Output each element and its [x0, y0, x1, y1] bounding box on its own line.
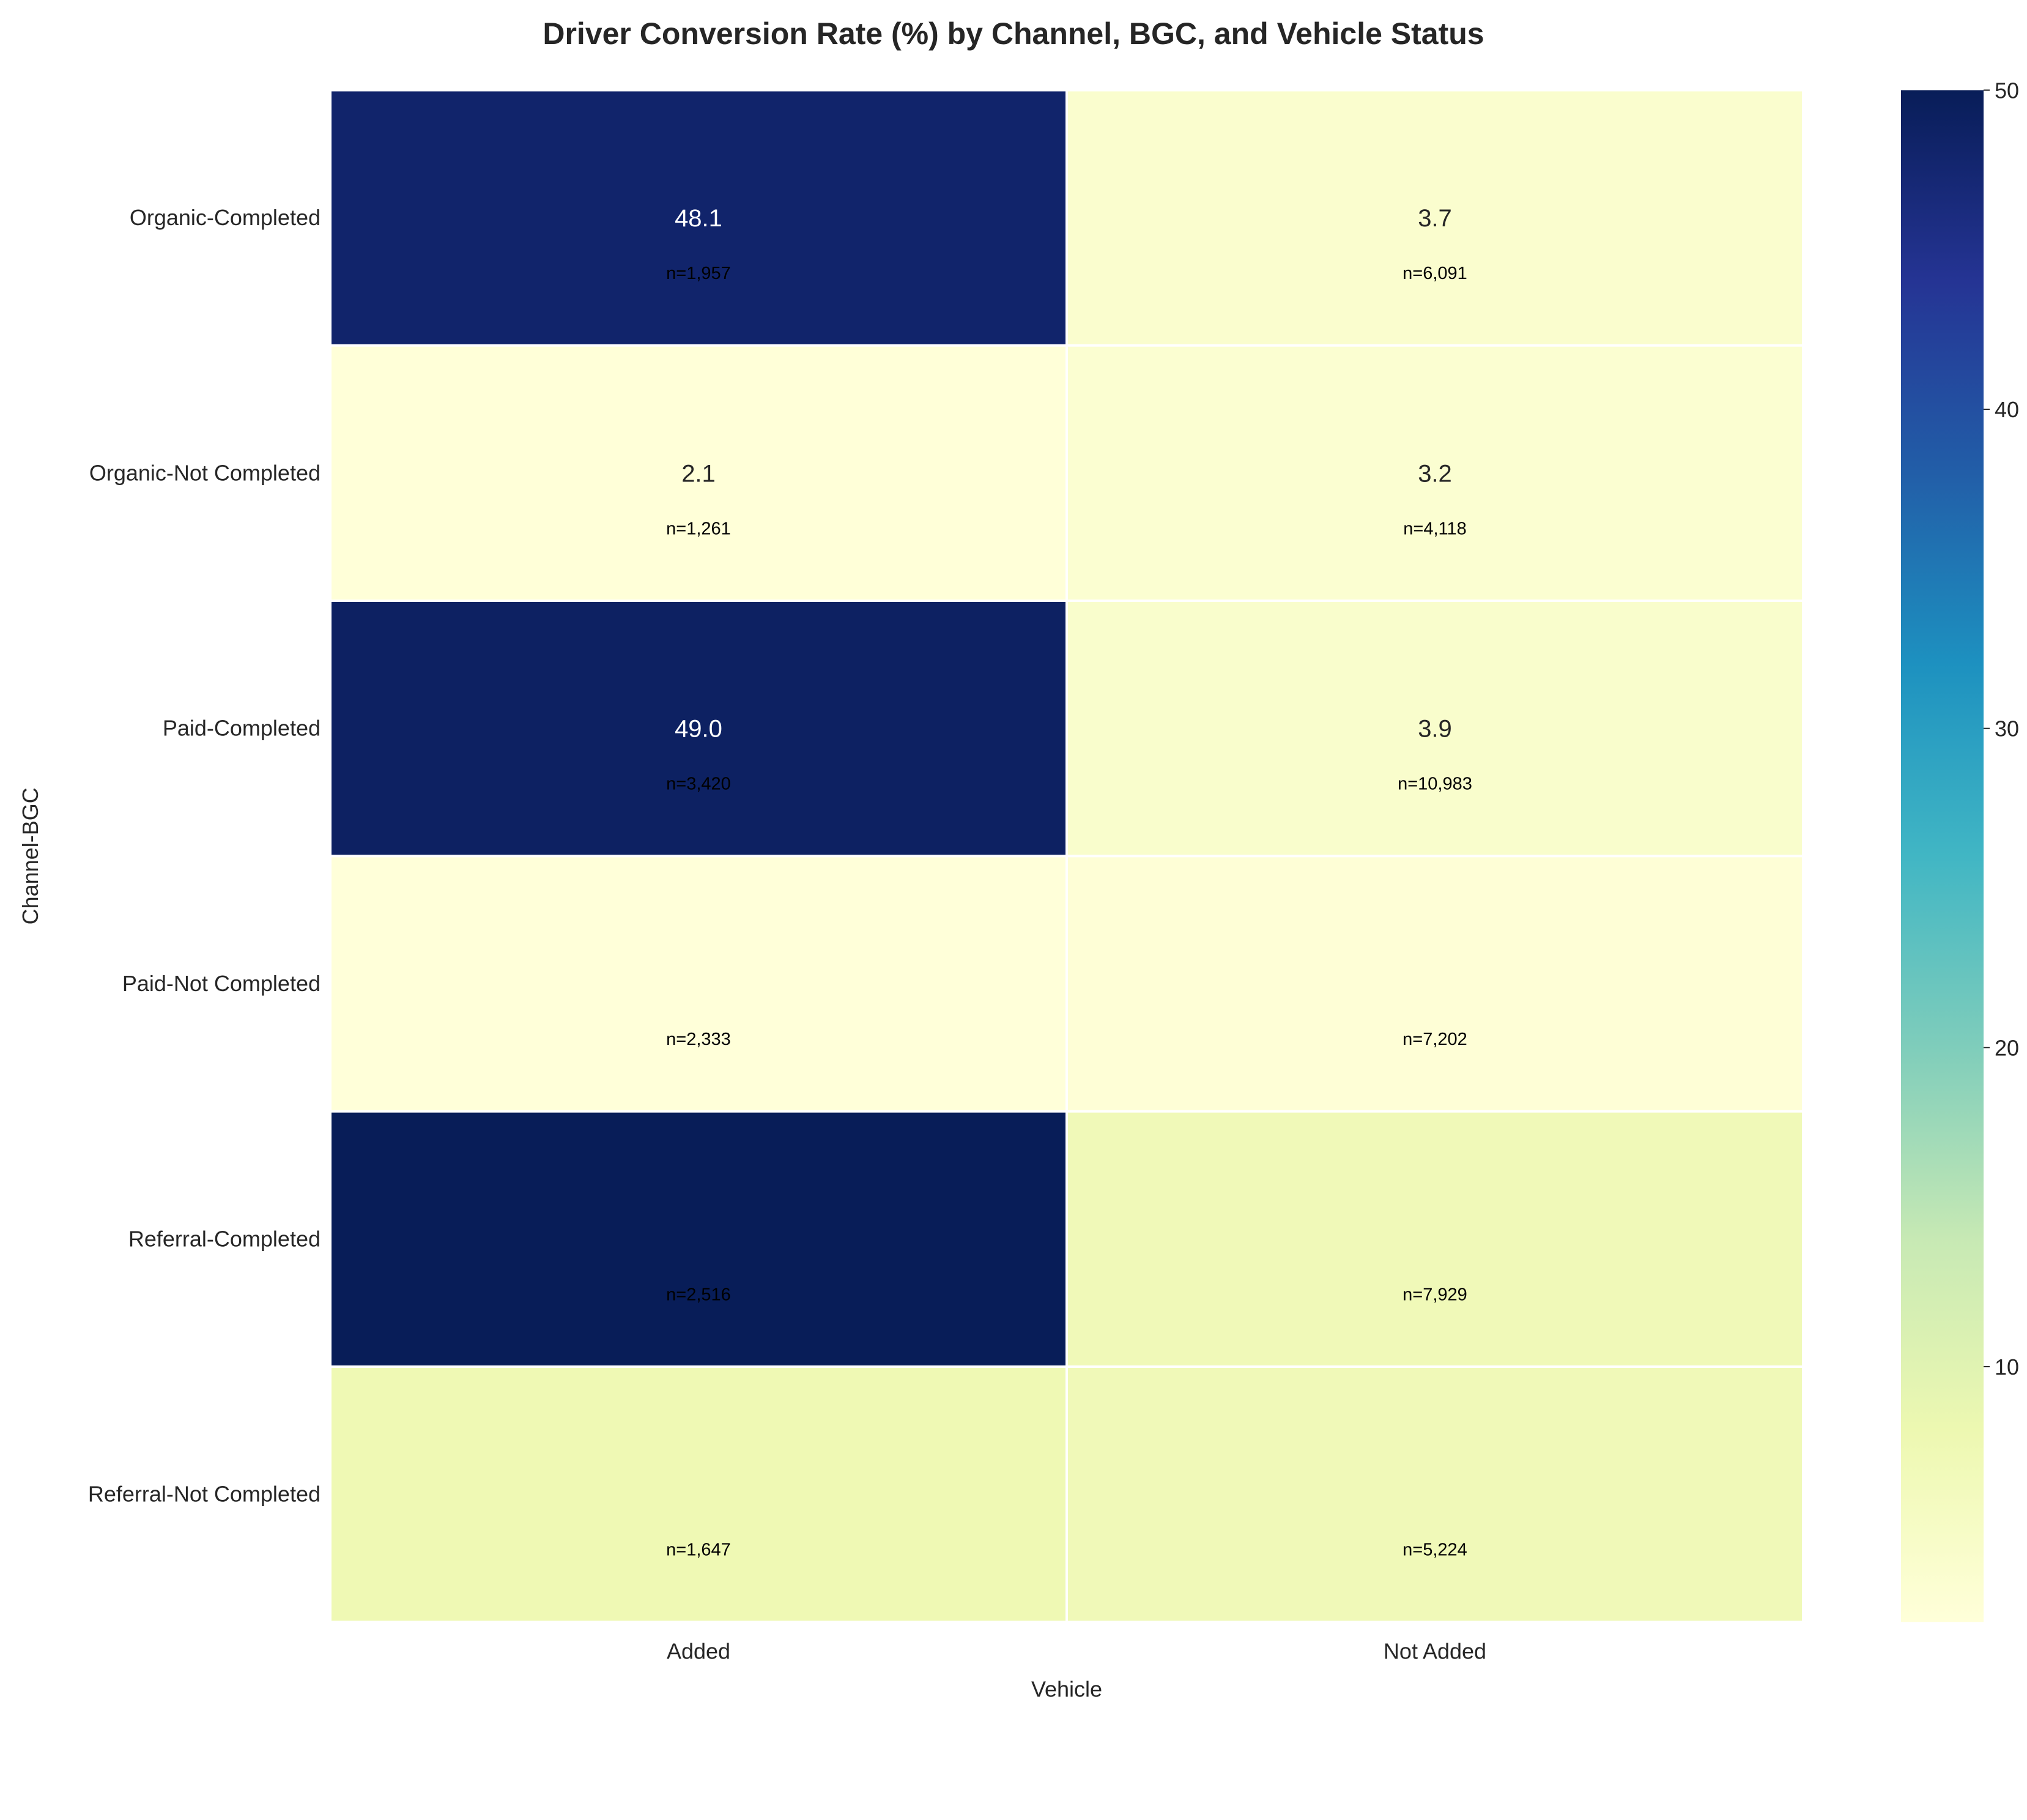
cell-count-label: n=2,516 [666, 1285, 731, 1304]
heatmap-cell [329, 344, 1068, 603]
y-axis-label: Channel-BGC [18, 787, 43, 924]
heatmap-cell [329, 855, 1068, 1113]
cell-count-label: n=6,091 [1403, 264, 1467, 283]
y-tick-label: Paid-Not Completed [122, 971, 321, 996]
x-tick-label: Added [667, 1638, 730, 1663]
heatmap-cells: 48.1 n=1,957 3.7 n=6,091 2.1 n=1,261 3.2 n=4,11… [329, 89, 1804, 1624]
y-tick-label: Organic-Not Completed [89, 460, 321, 485]
y-tick-label: Referral-Not Completed [88, 1482, 321, 1507]
cell-count-label: n=1,261 [666, 519, 731, 538]
heatmap-cell [329, 600, 1068, 858]
cell-count-label: n=3,420 [666, 774, 731, 794]
cell-count-label: n=1,647 [666, 1540, 731, 1560]
cell-count-label: n=1,957 [666, 264, 731, 283]
y-tick-label: Paid-Completed [163, 716, 321, 741]
y-tick-label: Organic-Completed [130, 205, 321, 230]
x-tick-label: Not Added [1384, 1638, 1486, 1663]
cell-count-label: n=7,929 [1403, 1285, 1467, 1304]
cell-count-label: n=2,333 [666, 1030, 731, 1049]
heatmap-cell [1065, 1110, 1804, 1368]
x-axis-label: Vehicle [1031, 1676, 1102, 1701]
heatmap-cell [329, 89, 1068, 347]
y-tick-labels: Organic-Completed Organic-Not Completed Pa… [88, 205, 321, 1507]
colorbar-tick-label: 10 [1995, 1354, 2019, 1380]
colorbar-tick-label: 30 [1995, 716, 2019, 741]
cell-value-label: 3.9 [1418, 716, 1452, 743]
colorbar: 10 20 30 40 50 [1901, 78, 2019, 1622]
y-tick-label: Referral-Completed [128, 1226, 321, 1251]
chart-title: Driver Conversion Rate (%) by Channel, B… [543, 17, 1484, 51]
heatmap-cell [1065, 89, 1804, 347]
heatmap-cell [1065, 344, 1804, 603]
cell-value-label: 49.0 [675, 716, 722, 743]
cell-value-label: 3.2 [1418, 460, 1452, 487]
colorbar-tick-label: 40 [1995, 397, 2019, 422]
heatmap-cell [329, 1110, 1068, 1368]
cell-count-label: n=10,983 [1398, 774, 1472, 794]
heatmap-cell [329, 1365, 1068, 1624]
x-tick-labels: Added Not Added [667, 1638, 1486, 1663]
cell-value-label: 2.1 [681, 460, 716, 487]
colorbar-gradient [1901, 90, 1984, 1622]
cell-value-label: 3.7 [1418, 205, 1452, 232]
cell-count-label: n=4,118 [1403, 519, 1466, 538]
cell-count-label: n=7,202 [1403, 1030, 1467, 1049]
heatmap-cell [1065, 855, 1804, 1113]
cell-value-label: 48.1 [675, 205, 722, 232]
heatmap-cell [1065, 600, 1804, 858]
cell-count-label: n=5,224 [1403, 1540, 1467, 1560]
colorbar-tick-label: 50 [1995, 78, 2019, 103]
heatmap-cell [1065, 1365, 1804, 1624]
colorbar-tick-label: 20 [1995, 1035, 2019, 1060]
